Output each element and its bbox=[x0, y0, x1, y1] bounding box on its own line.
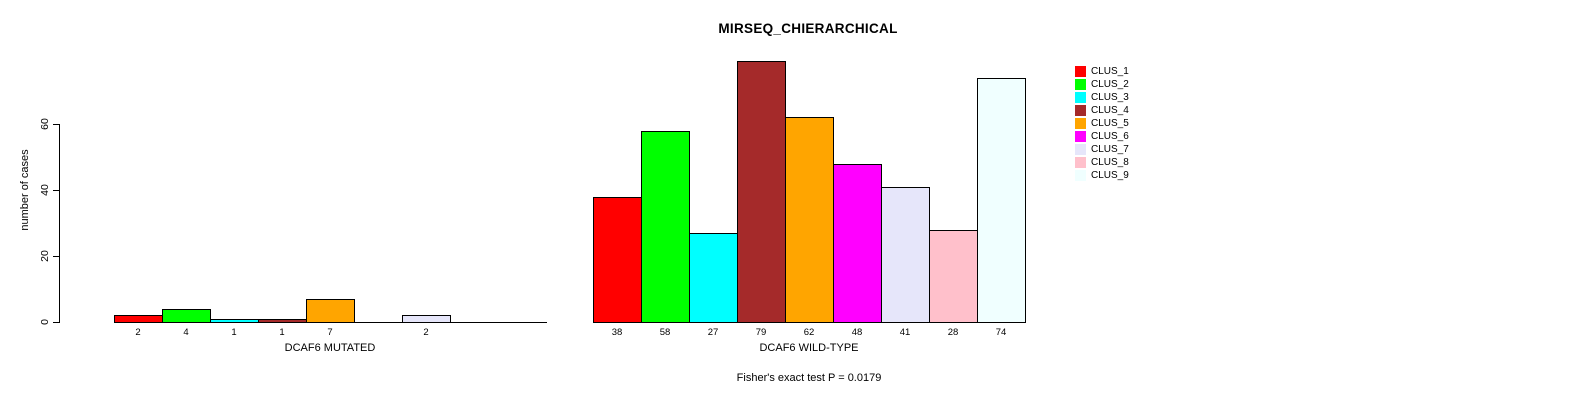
bar-value-label-wildtype: 79 bbox=[755, 327, 767, 338]
bar-clus_4-wildtype bbox=[737, 61, 786, 323]
y-axis-tick bbox=[53, 190, 59, 191]
bar-clus_5-mutated bbox=[306, 299, 355, 323]
chart-title: MIRSEQ_CHIERARCHICAL bbox=[718, 21, 898, 36]
legend-swatch-clus_5 bbox=[1075, 118, 1086, 129]
bar-value-label-mutated: 1 bbox=[231, 327, 237, 338]
bar-clus_3-wildtype bbox=[689, 233, 738, 323]
bar-clus_6-wildtype bbox=[833, 164, 882, 323]
x-baseline-mutated bbox=[114, 322, 547, 323]
legend-swatch-clus_2 bbox=[1075, 79, 1086, 90]
bar-value-label-wildtype: 28 bbox=[947, 327, 959, 338]
legend-label: CLUS_4 bbox=[1091, 105, 1129, 116]
bar-value-label-mutated: 4 bbox=[183, 327, 189, 338]
bar-value-label-wildtype: 74 bbox=[995, 327, 1007, 338]
y-axis-tick bbox=[53, 256, 59, 257]
legend-item-clus_1: CLUS_1 bbox=[1075, 65, 1129, 78]
legend-item-clus_7: CLUS_7 bbox=[1075, 143, 1129, 156]
bar-value-label-wildtype: 48 bbox=[851, 327, 863, 338]
legend: CLUS_1 CLUS_2 CLUS_3 CLUS_4 CLUS_5 CLUS_6 CLUS… bbox=[1075, 65, 1129, 182]
legend-swatch-clus_1 bbox=[1075, 66, 1086, 77]
legend-swatch-clus_8 bbox=[1075, 157, 1086, 168]
bar-value-label-wildtype: 62 bbox=[803, 327, 815, 338]
legend-item-clus_6: CLUS_6 bbox=[1075, 130, 1129, 143]
y-axis-tick-label: 20 bbox=[39, 250, 51, 262]
y-axis-tick bbox=[53, 124, 59, 125]
x-axis-label-wildtype: DCAF6 WILD-TYPE bbox=[759, 342, 859, 354]
bar-clus_7-wildtype bbox=[881, 187, 930, 323]
legend-item-clus_3: CLUS_3 bbox=[1075, 91, 1129, 104]
bar-value-label-wildtype: 41 bbox=[899, 327, 911, 338]
y-axis-tick bbox=[53, 322, 59, 323]
legend-label: CLUS_3 bbox=[1091, 92, 1129, 103]
legend-label: CLUS_2 bbox=[1091, 79, 1129, 90]
legend-swatch-clus_3 bbox=[1075, 92, 1086, 103]
legend-swatch-clus_7 bbox=[1075, 144, 1086, 155]
bar-value-label-wildtype: 27 bbox=[707, 327, 719, 338]
bar-clus_2-mutated bbox=[162, 309, 211, 323]
legend-swatch-clus_9 bbox=[1075, 170, 1086, 181]
legend-label: CLUS_1 bbox=[1091, 66, 1129, 77]
bar-clus_5-wildtype bbox=[785, 117, 834, 323]
legend-swatch-clus_6 bbox=[1075, 131, 1086, 142]
y-axis-tick-label: 40 bbox=[39, 184, 51, 196]
legend-item-clus_9: CLUS_9 bbox=[1075, 169, 1129, 182]
legend-label: CLUS_9 bbox=[1091, 170, 1129, 181]
y-axis-tick-label: 0 bbox=[39, 319, 51, 325]
bar-value-label-mutated: 2 bbox=[423, 327, 429, 338]
bar-clus_1-wildtype bbox=[593, 197, 642, 323]
bar-clus_8-wildtype bbox=[929, 230, 978, 323]
fisher-test-annotation: Fisher's exact test P = 0.0179 bbox=[736, 372, 882, 384]
x-axis-label-mutated: DCAF6 MUTATED bbox=[284, 342, 376, 354]
legend-label: CLUS_5 bbox=[1091, 118, 1129, 129]
bar-value-label-mutated: 7 bbox=[327, 327, 333, 338]
legend-swatch-clus_4 bbox=[1075, 105, 1086, 116]
bar-clus_9-wildtype bbox=[977, 78, 1026, 323]
bar-clus_2-wildtype bbox=[641, 131, 690, 323]
legend-label: CLUS_8 bbox=[1091, 157, 1129, 168]
legend-item-clus_5: CLUS_5 bbox=[1075, 117, 1129, 130]
legend-item-clus_4: CLUS_4 bbox=[1075, 104, 1129, 117]
y-axis-label: number of cases bbox=[19, 149, 31, 231]
legend-item-clus_2: CLUS_2 bbox=[1075, 78, 1129, 91]
legend-label: CLUS_7 bbox=[1091, 144, 1129, 155]
y-axis-line bbox=[59, 124, 60, 323]
y-axis-tick-label: 60 bbox=[39, 118, 51, 130]
legend-item-clus_8: CLUS_8 bbox=[1075, 156, 1129, 169]
bar-value-label-wildtype: 58 bbox=[659, 327, 671, 338]
bar-value-label-mutated: 2 bbox=[135, 327, 141, 338]
bar-value-label-wildtype: 38 bbox=[611, 327, 623, 338]
bar-value-label-mutated: 1 bbox=[279, 327, 285, 338]
x-baseline-wildtype bbox=[593, 322, 1026, 323]
legend-label: CLUS_6 bbox=[1091, 131, 1129, 142]
